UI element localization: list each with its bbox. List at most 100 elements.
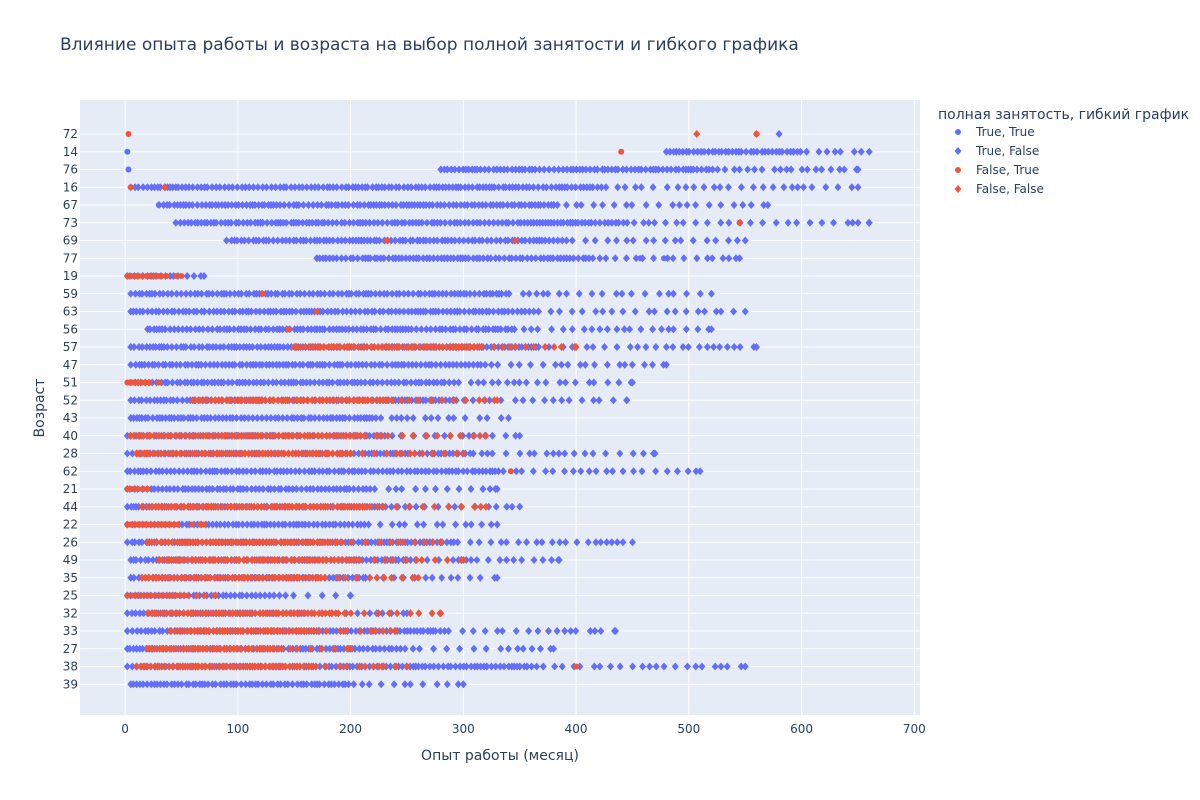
data-point — [536, 201, 544, 209]
data-point — [504, 201, 512, 209]
data-point — [284, 360, 292, 369]
data-point — [158, 414, 166, 422]
data-point — [251, 201, 259, 209]
data-point — [205, 307, 213, 316]
data-point — [466, 289, 474, 298]
data-point — [287, 183, 295, 192]
data-point — [637, 183, 645, 192]
data-point — [482, 431, 490, 440]
data-point — [166, 325, 174, 334]
x-tick-label: 200 — [339, 722, 362, 736]
data-point — [430, 502, 438, 511]
data-point — [370, 556, 378, 564]
y-tick-label: 33 — [63, 624, 78, 638]
data-point — [278, 236, 286, 245]
data-point — [372, 414, 380, 422]
data-point — [358, 467, 366, 476]
data-point — [144, 644, 152, 653]
data-point — [521, 236, 529, 245]
data-point — [379, 307, 387, 316]
data-point — [495, 183, 503, 192]
data-point — [262, 662, 270, 671]
data-point — [174, 644, 182, 653]
data-point — [750, 147, 758, 156]
data-point — [718, 147, 726, 156]
data-point — [728, 147, 736, 156]
data-point — [176, 360, 184, 369]
data-point — [492, 502, 500, 511]
data-point — [308, 218, 316, 227]
data-point — [311, 467, 319, 476]
data-point — [578, 396, 586, 405]
data-point — [478, 520, 486, 529]
data-point — [414, 662, 422, 671]
data-point — [446, 218, 454, 227]
data-point — [578, 307, 586, 316]
data-point — [245, 378, 253, 387]
data-point — [205, 627, 213, 635]
data-point — [187, 627, 195, 635]
data-point — [516, 502, 524, 511]
data-point — [469, 396, 477, 405]
data-point — [457, 360, 465, 369]
data-point — [342, 254, 350, 263]
y-tick-label: 21 — [63, 482, 78, 496]
data-point — [217, 538, 225, 547]
data-point — [182, 644, 190, 653]
data-point — [347, 538, 355, 547]
data-point — [660, 662, 668, 671]
data-point — [303, 680, 311, 689]
data-point — [409, 414, 417, 422]
data-point — [302, 236, 310, 245]
data-point — [226, 325, 234, 334]
data-point — [555, 449, 563, 458]
data-point — [623, 236, 631, 245]
data-point — [434, 662, 442, 671]
data-point — [696, 289, 704, 298]
data-point — [229, 414, 237, 422]
data-point — [334, 289, 342, 298]
data-point — [663, 307, 671, 316]
data-point — [473, 556, 481, 564]
data-point — [395, 343, 403, 351]
data-point — [196, 627, 204, 635]
data-point — [223, 449, 231, 458]
data-point — [317, 644, 325, 653]
data-point — [325, 467, 333, 476]
data-point — [515, 183, 523, 192]
data-point — [465, 360, 473, 369]
data-point — [185, 680, 193, 689]
data-point — [550, 165, 558, 174]
data-point — [231, 502, 239, 511]
data-point — [141, 360, 149, 369]
data-point — [431, 343, 439, 351]
data-point — [213, 307, 221, 316]
data-point — [201, 592, 208, 599]
data-point — [257, 502, 265, 511]
data-point — [180, 218, 188, 227]
data-point — [438, 467, 446, 476]
data-point — [280, 201, 288, 209]
data-point — [167, 431, 175, 440]
data-point — [409, 431, 417, 440]
data-point — [256, 307, 264, 316]
data-point — [693, 165, 701, 174]
data-point — [190, 343, 198, 351]
y-tick-label: 49 — [63, 553, 78, 567]
data-point — [146, 396, 154, 405]
y-tick-label: 22 — [63, 518, 78, 532]
data-point — [588, 325, 596, 334]
data-point — [138, 644, 146, 653]
data-point — [581, 218, 589, 227]
data-point — [848, 183, 856, 192]
data-point — [591, 236, 599, 245]
data-point — [295, 502, 303, 511]
data-point — [188, 201, 196, 209]
data-point — [176, 218, 184, 227]
data-point — [712, 307, 720, 316]
data-point — [185, 307, 193, 316]
data-point — [233, 644, 241, 653]
data-point — [263, 218, 271, 227]
data-point — [415, 644, 423, 653]
data-point — [302, 485, 310, 493]
